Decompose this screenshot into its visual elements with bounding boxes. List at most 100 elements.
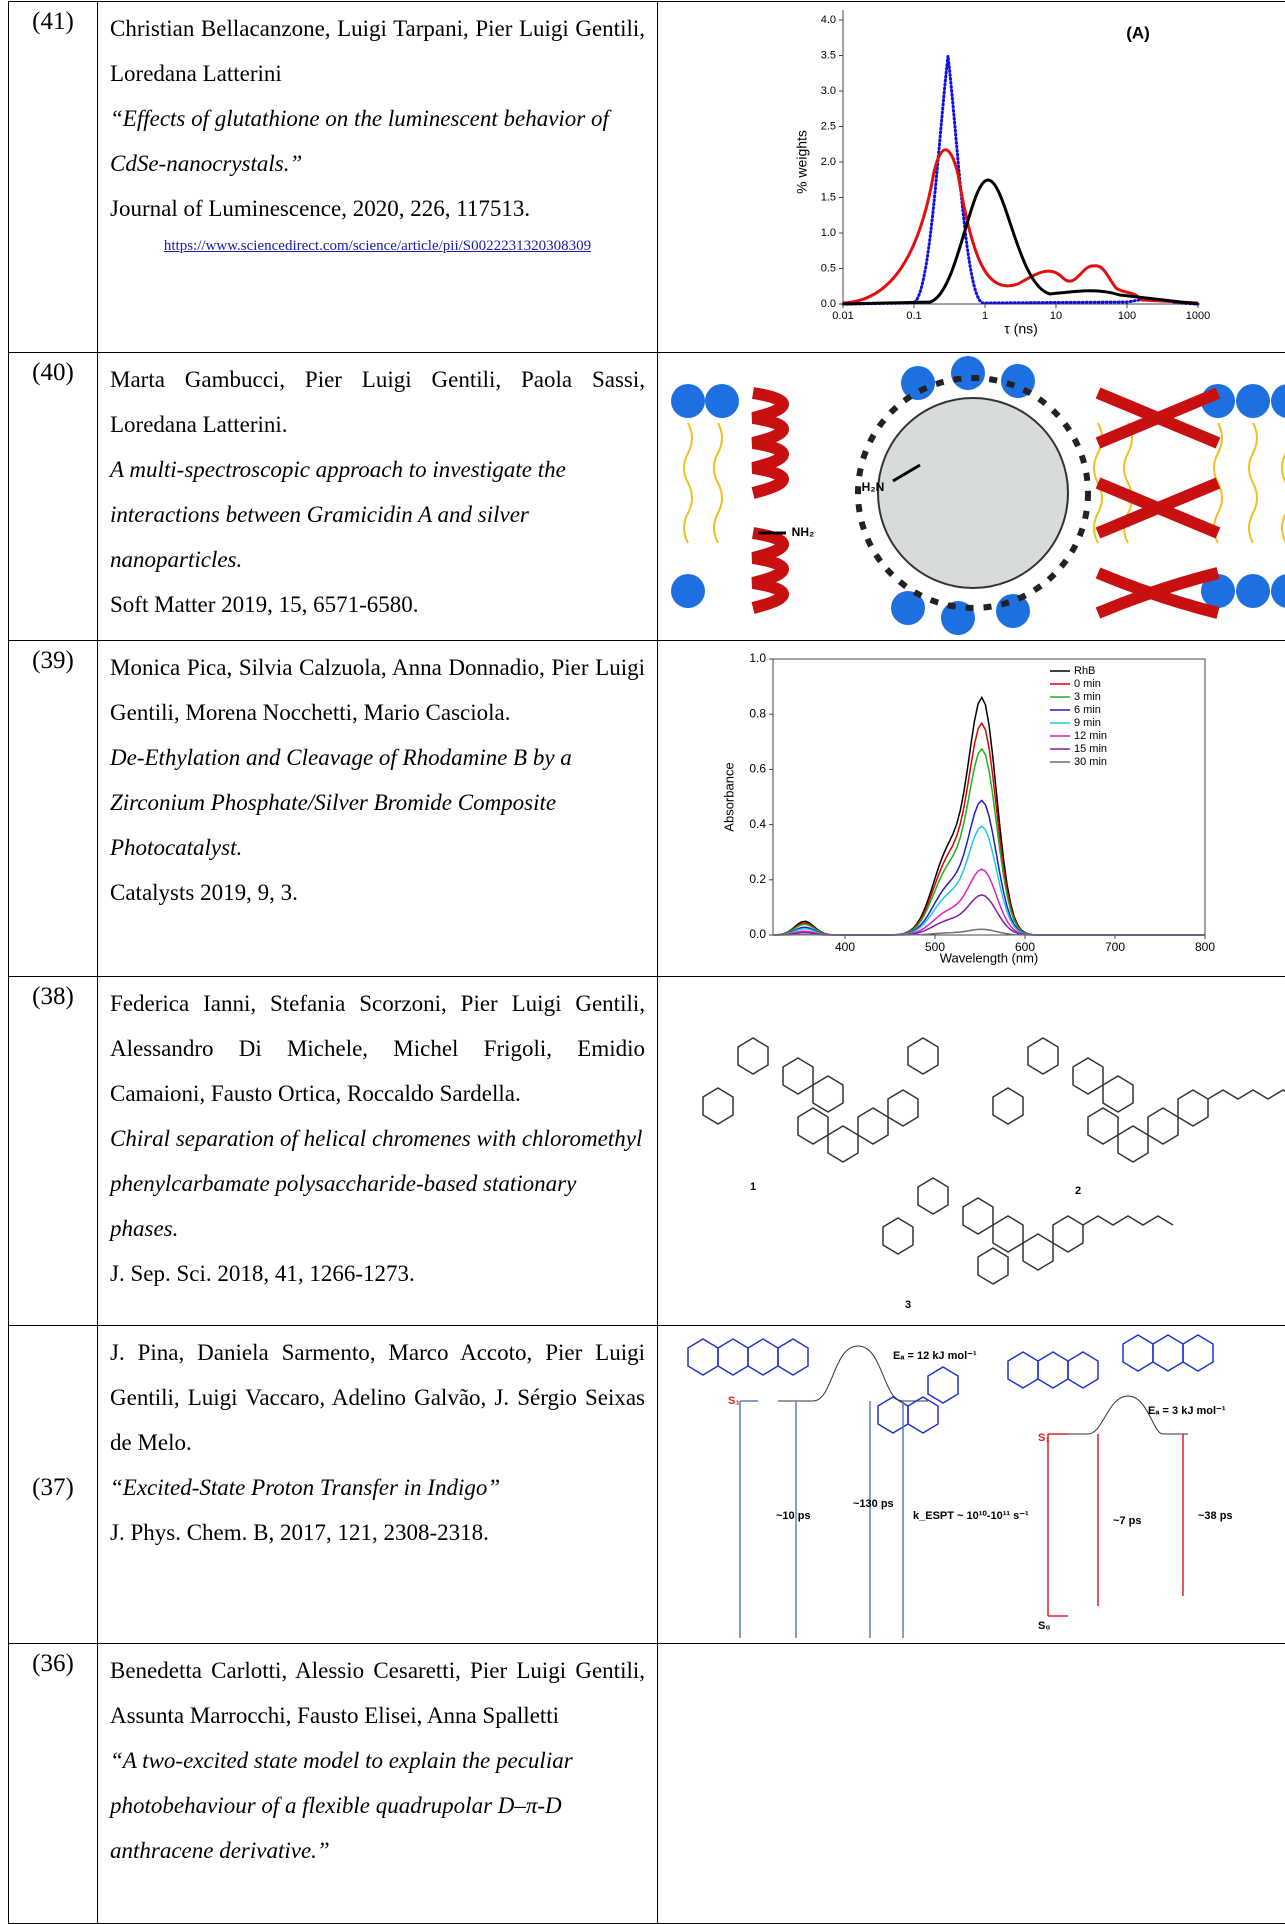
title: De-Ethylation and Cleavage of Rhodamine …: [110, 735, 645, 870]
authors: Federica Ianni, Stefania Scorzoni, Pier …: [110, 981, 645, 1116]
x-axis-label: τ (ns): [1004, 321, 1038, 337]
nanoparticle: [878, 398, 1068, 588]
legend-label: 6 min: [1074, 704, 1101, 716]
citation: Monica Pica, Silvia Calzuola, Anna Donna…: [98, 641, 658, 977]
x-tick-label: 100: [1118, 310, 1136, 322]
label: ~7 ps: [1113, 1515, 1141, 1527]
row: (36) Benedetta Carlotti, Alessio Cesaret…: [9, 1644, 1285, 1924]
x-tick-label: 10: [1050, 310, 1062, 322]
title: “Excited-State Proton Transfer in Indigo…: [110, 1465, 645, 1510]
transitions: [740, 1401, 903, 1638]
number: (36): [9, 1644, 98, 1924]
legend-label: 3 min: [1074, 691, 1101, 703]
y-tick-label: 3.0: [821, 85, 836, 97]
title: “A two-excited state model to explain th…: [110, 1738, 645, 1873]
label: Eₐ = 3 kJ mol⁻¹: [1148, 1405, 1226, 1417]
label: Eₐ = 12 kJ mol⁻¹: [893, 1350, 977, 1362]
x-tick-label: 0.01: [832, 310, 853, 322]
citation: J. Pina, Daniela Sarmento, Marco Accoto,…: [98, 1326, 658, 1644]
y-tick-label: 0.0: [821, 298, 836, 310]
x-tick-label: 400: [835, 940, 855, 954]
row: (40) Marta Gambucci, Pier Luigi Gentili,…: [9, 353, 1285, 641]
label: S₀: [1038, 1620, 1050, 1632]
row: (37) J. Pina, Daniela Sarmento, Marco Ac…: [9, 1326, 1285, 1644]
x-tick-label: 800: [1195, 940, 1215, 954]
label: ~38 ps: [1198, 1510, 1233, 1522]
number: (41): [9, 2, 98, 353]
number: (37): [9, 1326, 98, 1644]
y-tick-label: 4.0: [821, 14, 836, 26]
curve: [773, 895, 1205, 935]
plot-frame: [773, 659, 1205, 935]
authors: Benedetta Carlotti, Alessio Cesaretti, P…: [110, 1648, 645, 1738]
y-tick-label: 1.0: [821, 227, 836, 239]
x-tick-label: 1000: [1186, 310, 1210, 322]
figure-cell: [658, 1644, 1285, 1924]
y-tick-label: 1.0: [749, 651, 766, 665]
label: 2: [1075, 1185, 1081, 1197]
journal: Soft Matter 2019, 15, 6571-6580.: [110, 582, 645, 627]
legend-label: 30 min: [1074, 756, 1107, 768]
citation: Christian Bellacanzone, Luigi Tarpani, P…: [98, 2, 658, 353]
label: k_ESPT ~ 10¹⁰-10¹¹ s⁻¹: [913, 1510, 1029, 1522]
molecules: [703, 1038, 1285, 1284]
curve: [843, 56, 1198, 304]
curve: [843, 150, 1198, 303]
authors: Christian Bellacanzone, Luigi Tarpani, P…: [110, 6, 645, 96]
number: (40): [9, 353, 98, 641]
helix: [753, 393, 783, 493]
title: A multi-spectroscopic approach to invest…: [110, 447, 645, 582]
curve: [773, 723, 1205, 935]
curve: [773, 929, 1205, 935]
y-tick-label: 1.5: [821, 191, 836, 203]
citation: Marta Gambucci, Pier Luigi Gentili, Paol…: [98, 353, 658, 641]
y-tick-label: 2.5: [821, 120, 836, 132]
legend-label: 12 min: [1074, 730, 1107, 742]
y-tick-label: 0.2: [749, 872, 766, 886]
citation: Benedetta Carlotti, Alessio Cesaretti, P…: [98, 1644, 658, 1924]
label: ~130 ps: [853, 1498, 894, 1510]
row: (41) Christian Bellacanzone, Luigi Tarpa…: [9, 2, 1285, 353]
journal: J. Sep. Sci. 2018, 41, 1266-1273.: [110, 1251, 645, 1296]
energy-diagram: Eₐ = 12 kJ mol⁻¹ S₁ ~10 ps ~130 ps k_ESPT ~ …: [658, 1326, 1285, 1638]
publication-table: (41) Christian Bellacanzone, Luigi Tarpa…: [8, 1, 1285, 1924]
y-tick-label: 0.8: [749, 706, 766, 720]
label: 1: [750, 1181, 756, 1193]
authors: Monica Pica, Silvia Calzuola, Anna Donna…: [110, 645, 645, 735]
legend-label: RhB: [1074, 665, 1095, 677]
y-axis-label: Absorbance: [721, 762, 736, 831]
number: (39): [9, 641, 98, 977]
row: (39) Monica Pica, Silvia Calzuola, Anna …: [9, 641, 1285, 977]
figure-cell: Eₐ = 12 kJ mol⁻¹ S₁ ~10 ps ~130 ps k_ESPT ~ …: [658, 1326, 1285, 1644]
link[interactable]: https://www.sciencedirect.com/science/ar…: [110, 235, 645, 257]
y-tick-label: 0.5: [821, 262, 836, 274]
y-tick-label: 0.0: [749, 927, 766, 941]
y-tick-label: 0.4: [749, 817, 766, 831]
title: Chiral separation of helical chromenes w…: [110, 1116, 645, 1251]
figure-cell: 1 2 3: [658, 977, 1285, 1326]
y-tick-label: 2.0: [821, 156, 836, 168]
panel-label: (A): [1126, 23, 1150, 42]
journal: Journal of Luminescence, 2020, 226, 1175…: [110, 186, 645, 231]
page: (41) Christian Bellacanzone, Luigi Tarpa…: [0, 0, 1285, 1897]
authors: J. Pina, Daniela Sarmento, Marco Accoto,…: [110, 1330, 645, 1465]
chemical-structures: 1 2 3: [658, 977, 1285, 1320]
journal: Catalysts 2019, 9, 3.: [110, 870, 645, 915]
label: S₁: [1038, 1432, 1050, 1444]
label: 3: [905, 1299, 911, 1311]
row: (38) Federica Ianni, Stefania Scorzoni, …: [9, 977, 1285, 1326]
y-tick-label: 3.5: [821, 49, 836, 61]
label: H₂N: [862, 480, 885, 494]
citation: Federica Ianni, Stefania Scorzoni, Pier …: [98, 977, 658, 1326]
label: ~10 ps: [776, 1510, 811, 1522]
y-axis-label: % weights: [794, 130, 810, 194]
authors: Marta Gambucci, Pier Luigi Gentili, Paol…: [110, 357, 645, 447]
helix: [753, 533, 783, 608]
y-tick-label: 0.6: [749, 762, 766, 776]
